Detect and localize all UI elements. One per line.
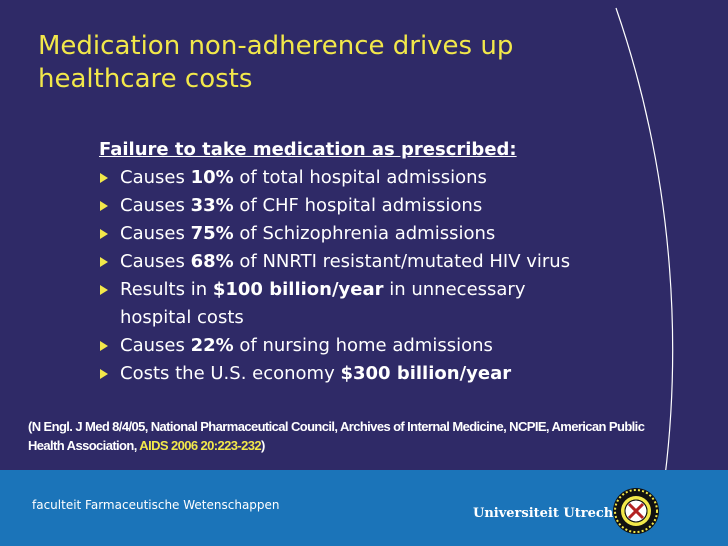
triangle-bullet-icon: [100, 257, 108, 267]
citation-close: ): [261, 438, 265, 453]
triangle-bullet-icon: [100, 369, 108, 379]
slide-title: Medication non-adherence drives up healt…: [38, 30, 638, 96]
triangle-bullet-icon: [100, 229, 108, 239]
citation: (N Engl. J Med 8/4/05, National Pharmace…: [28, 417, 668, 455]
triangle-bullet-icon: [100, 201, 108, 211]
list-item-pre: Causes: [120, 335, 191, 356]
list-item-pre: Causes: [120, 195, 191, 216]
list-item-post: in unnecessary hospital costs: [120, 279, 526, 328]
list-item: Costs the U.S. economy $300 billion/year: [99, 360, 689, 388]
citation-link[interactable]: AIDS 2006 20:223-232: [139, 438, 261, 453]
list-item-pre: Causes: [120, 167, 191, 188]
list-heading: Failure to take medication as prescribed…: [99, 139, 517, 160]
bullet-list: Causes 10% of total hospital admissions …: [99, 164, 689, 388]
list-item-bold: $100 billion/year: [212, 279, 384, 300]
university-seal-icon: [613, 488, 659, 534]
list-item: Causes 33% of CHF hospital admissions: [99, 192, 689, 220]
list-item-bold: 22%: [190, 335, 234, 356]
triangle-bullet-icon: [100, 285, 108, 295]
university-name: Universiteit Utrecht: [473, 506, 620, 521]
list-item-bold: 10%: [190, 167, 234, 188]
list-item-post: of total hospital admissions: [233, 167, 487, 188]
list-item: Causes 68% of NNRTI resistant/mutated HI…: [99, 248, 689, 276]
list-item: Causes 75% of Schizophrenia admissions: [99, 220, 689, 248]
list-item: Causes 22% of nursing home admissions: [99, 332, 689, 360]
bullet-content: Failure to take medication as prescribed…: [99, 136, 689, 388]
list-item-pre: Causes: [120, 223, 191, 244]
list-item-post: of Schizophrenia admissions: [233, 223, 496, 244]
list-item-post: of NNRTI resistant/mutated HIV virus: [233, 251, 571, 272]
triangle-bullet-icon: [100, 341, 108, 351]
faculty-label: faculteit Farmaceutische Wetenschappen: [32, 498, 280, 512]
list-item-post: of CHF hospital admissions: [233, 195, 483, 216]
list-item-bold: 33%: [190, 195, 234, 216]
list-item-bold: 75%: [190, 223, 234, 244]
list-item-bold: $300 billion/year: [340, 363, 512, 384]
list-item-bold: 68%: [190, 251, 234, 272]
list-item-pre: Costs the U.S. economy: [120, 363, 341, 384]
triangle-bullet-icon: [100, 173, 108, 183]
footer-bar: faculteit Farmaceutische Wetenschappen U…: [0, 470, 728, 546]
citation-text: (N Engl. J Med 8/4/05, National Pharmace…: [28, 419, 645, 453]
slide-title-line-1: Medication non-adherence drives up: [38, 31, 514, 61]
list-item: Causes 10% of total hospital admissions: [99, 164, 689, 192]
list-item-pre: Results in: [120, 279, 213, 300]
list-item: Results in $100 billion/year in unnecess…: [99, 276, 689, 332]
slide-title-line-2: healthcare costs: [38, 64, 253, 94]
list-item-post: of nursing home admissions: [233, 335, 493, 356]
list-item-pre: Causes: [120, 251, 191, 272]
